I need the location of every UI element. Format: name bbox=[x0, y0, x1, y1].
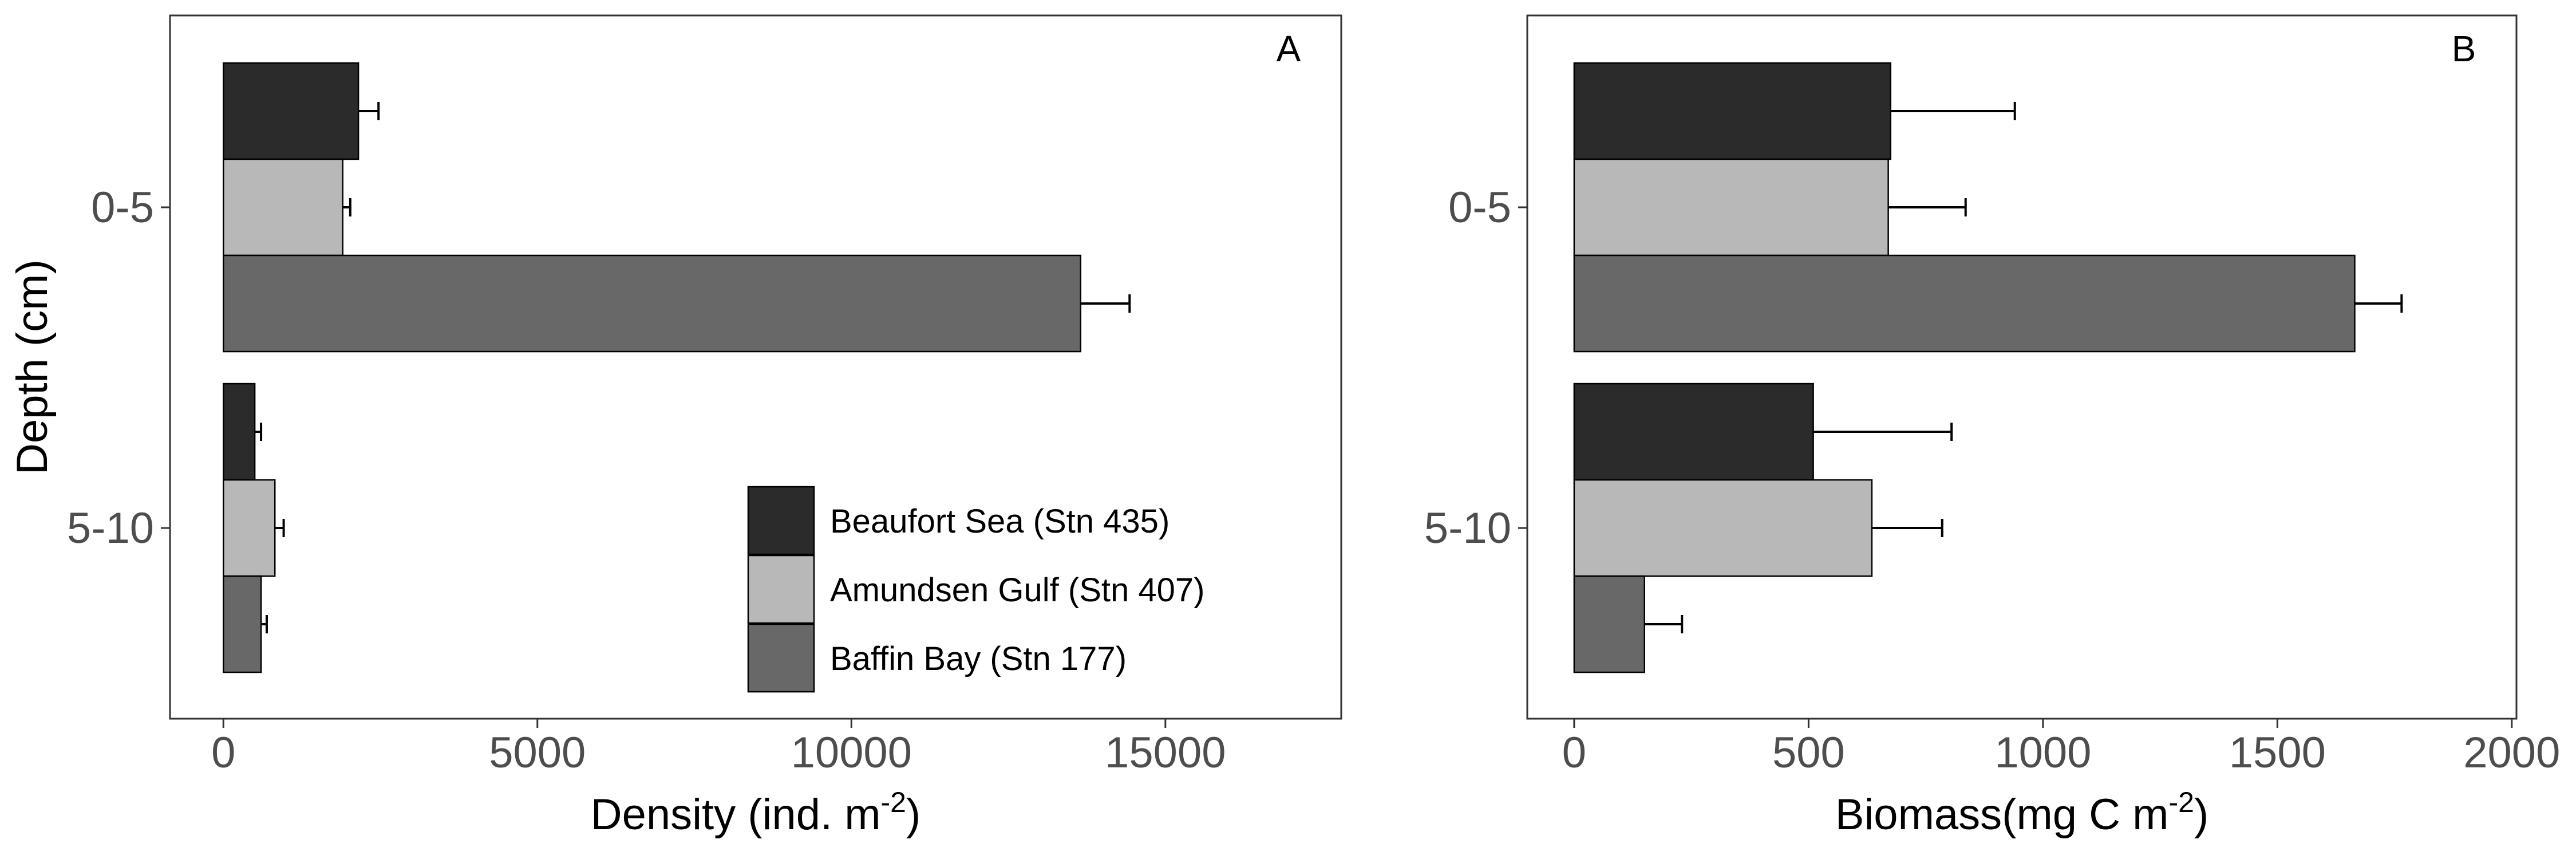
bar-a-0-5-s2 bbox=[222, 254, 1081, 353]
panel-b-x-axis-title-superscript: -2 bbox=[2168, 786, 2194, 818]
y-tick-label: 5-10 bbox=[67, 504, 154, 553]
x-tick-label: 15000 bbox=[1105, 728, 1226, 777]
panel-b-x-axis-title-main: Biomass(mg C m bbox=[1835, 790, 2169, 839]
bar-b-5-10-s0 bbox=[1573, 383, 1814, 481]
bar-b-5-10-s2 bbox=[1573, 575, 1645, 673]
x-tick-label: 500 bbox=[1772, 728, 1845, 777]
panel-b-error-bars bbox=[1644, 102, 2403, 633]
bar-a-0-5-s1 bbox=[222, 158, 343, 257]
panel-a-x-axis-title-tail: ) bbox=[906, 790, 920, 839]
bar-a-0-5-s0 bbox=[222, 62, 359, 160]
panel-b-y-ticks: 0-5 5-10 bbox=[1424, 183, 1527, 553]
legend-label: Baffin Bay (Stn 177) bbox=[830, 640, 1127, 677]
panel-a-y-axis-title: Depth (cm) bbox=[8, 259, 57, 475]
panel-a-x-ticks: 0 5000 10000 15000 bbox=[211, 719, 1226, 777]
panel-a-x-axis-title-superscript: -2 bbox=[881, 786, 906, 818]
error-bar-a-0-5-s1 bbox=[342, 198, 351, 216]
error-bar-a-5-10-s2 bbox=[261, 615, 268, 633]
panel-b: 0 500 1000 1500 2000 0-5 5-10 B Biomass(mg C … bbox=[1424, 14, 2560, 839]
panel-b-x-ticks: 0 500 1000 1500 2000 bbox=[1562, 719, 2560, 777]
error-bar-b-5-10-s1 bbox=[1871, 519, 1943, 537]
panel-b-label: B bbox=[2452, 28, 2476, 69]
error-bar-b-0-5-s1 bbox=[1888, 198, 1967, 216]
bar-a-5-10-s1 bbox=[222, 479, 276, 577]
x-tick-label: 5000 bbox=[489, 728, 586, 777]
x-tick-label: 0 bbox=[211, 728, 235, 777]
panel-a-x-axis-title-main: Density (ind. m bbox=[591, 790, 881, 839]
legend-label: Beaufort Sea (Stn 435) bbox=[830, 503, 1170, 540]
panel-a-y-ticks: 0-5 5-10 bbox=[67, 183, 170, 553]
error-bar-b-5-10-s0 bbox=[1813, 423, 1953, 441]
error-bar-b-0-5-s0 bbox=[1890, 102, 2016, 120]
error-bar-b-5-10-s2 bbox=[1644, 615, 1684, 633]
x-tick-label: 0 bbox=[1562, 728, 1586, 777]
error-bar-a-0-5-s0 bbox=[358, 102, 380, 120]
x-tick-label: 1000 bbox=[1994, 728, 2091, 777]
error-bar-a-5-10-s0 bbox=[255, 423, 263, 441]
panel-a-x-axis-title: Density (ind. m-2) bbox=[591, 786, 921, 839]
y-tick-label: 5-10 bbox=[1424, 504, 1511, 553]
panel-b-frame bbox=[1526, 14, 2518, 720]
panel-a-frame bbox=[169, 14, 1342, 720]
legend-swatch bbox=[747, 623, 815, 693]
y-tick-label: 0-5 bbox=[91, 183, 154, 232]
error-bar-a-0-5-s2 bbox=[1080, 294, 1131, 313]
panel-b-bars bbox=[1573, 62, 2356, 673]
error-bar-b-0-5-s2 bbox=[2354, 294, 2403, 313]
panel-a-error-bars bbox=[255, 102, 1131, 633]
panel-b-x-axis-title-tail: ) bbox=[2194, 790, 2208, 839]
x-tick-label: 1500 bbox=[2229, 728, 2326, 777]
panel-a-bars bbox=[222, 62, 1081, 673]
panel-a-label: A bbox=[1277, 28, 1301, 69]
bar-b-0-5-s2 bbox=[1573, 254, 2356, 353]
bar-b-0-5-s1 bbox=[1573, 158, 1889, 257]
y-tick-label: 0-5 bbox=[1448, 183, 1511, 232]
bar-b-5-10-s1 bbox=[1573, 479, 1873, 577]
bar-b-0-5-s0 bbox=[1573, 62, 1891, 160]
panel-a: 0 5000 10000 15000 0-5 5-10 A Density (ind. … bbox=[8, 14, 1342, 839]
panel-b-x-axis-title: Biomass(mg C m-2) bbox=[1835, 786, 2209, 839]
bar-a-5-10-s0 bbox=[222, 383, 256, 481]
x-tick-label: 10000 bbox=[791, 728, 912, 777]
legend-label: Amundsen Gulf (Stn 407) bbox=[830, 572, 1204, 609]
error-bar-a-5-10-s1 bbox=[275, 519, 285, 537]
legend-swatch bbox=[747, 486, 815, 555]
bar-a-5-10-s2 bbox=[222, 575, 262, 673]
x-tick-label: 2000 bbox=[2463, 728, 2560, 777]
legend: Beaufort Sea (Stn 435) Amundsen Gulf (Stn… bbox=[747, 486, 1204, 693]
legend-swatch bbox=[747, 554, 815, 624]
